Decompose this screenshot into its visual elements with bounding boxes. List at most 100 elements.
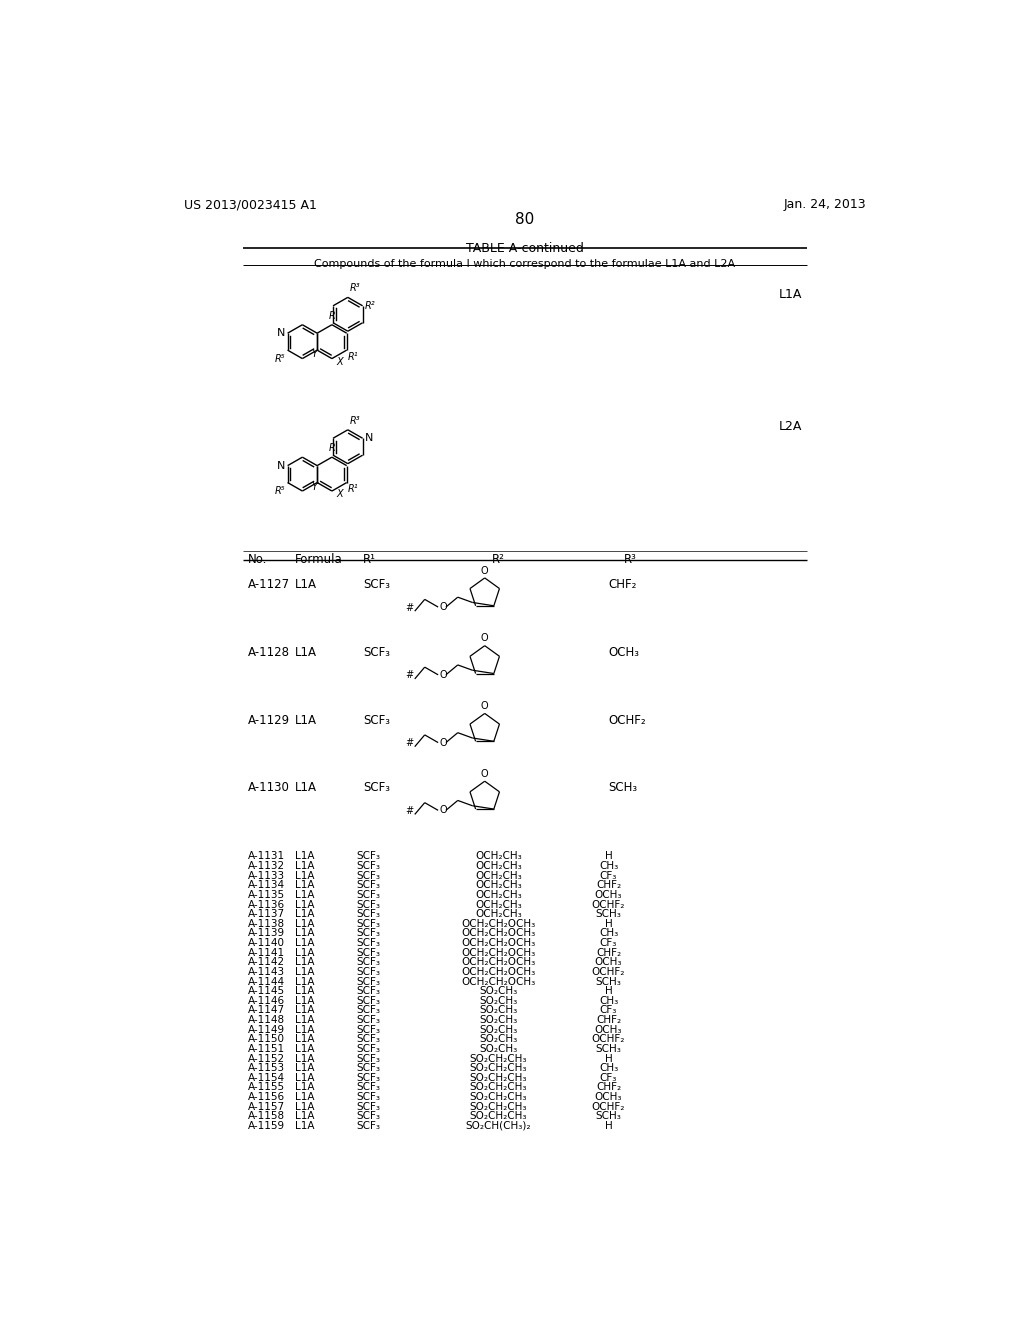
Text: OCH₂CH₃: OCH₂CH₃ [475,871,522,880]
Text: Y: Y [311,482,317,492]
Text: A-1144: A-1144 [248,977,286,986]
Text: L1A: L1A [295,1073,314,1082]
Text: L2A: L2A [779,420,803,433]
Text: L1A: L1A [295,995,314,1006]
Text: L1A: L1A [295,1082,314,1093]
Text: L1A: L1A [295,645,316,659]
Text: OCHF₂: OCHF₂ [592,899,626,909]
Text: CHF₂: CHF₂ [596,880,622,890]
Text: A-1139: A-1139 [248,928,286,939]
Text: R²: R² [365,301,376,310]
Text: SO₂CH₂CH₃: SO₂CH₂CH₃ [470,1053,527,1064]
Text: SCF₃: SCF₃ [356,986,381,997]
Text: OCH₂CH₃: OCH₂CH₃ [475,851,522,862]
Text: OCH₃: OCH₃ [595,890,623,900]
Text: L1A: L1A [295,1111,314,1121]
Text: SCF₃: SCF₃ [356,1121,381,1131]
Text: SCF₃: SCF₃ [356,957,381,968]
Text: CH₃: CH₃ [599,928,618,939]
Text: OCH₃: OCH₃ [595,957,623,968]
Text: OCH₂CH₂OCH₃: OCH₂CH₂OCH₃ [462,966,536,977]
Text: SCF₃: SCF₃ [356,880,381,890]
Text: L1A: L1A [779,288,803,301]
Text: A-1140: A-1140 [248,939,285,948]
Text: Jan. 24, 2013: Jan. 24, 2013 [783,198,866,211]
Text: CF₃: CF₃ [600,1006,617,1015]
Text: N: N [276,329,286,338]
Text: SCF₃: SCF₃ [356,890,381,900]
Text: CHF₂: CHF₂ [596,948,622,957]
Text: SCH₃: SCH₃ [608,781,638,795]
Text: L1A: L1A [295,1092,314,1102]
Text: R³: R³ [349,416,360,426]
Text: L1A: L1A [295,781,316,795]
Text: CH₃: CH₃ [599,995,618,1006]
Text: A-1136: A-1136 [248,899,286,909]
Text: SCF₃: SCF₃ [362,578,390,591]
Text: SCF₃: SCF₃ [356,948,381,957]
Text: R³: R³ [349,284,360,293]
Text: A-1133: A-1133 [248,871,286,880]
Text: SCF₃: SCF₃ [356,1111,381,1121]
Text: O: O [439,805,447,816]
Text: SO₂CH₂CH₃: SO₂CH₂CH₃ [470,1092,527,1102]
Text: OCHF₂: OCHF₂ [592,1035,626,1044]
Text: L1A: L1A [295,851,314,862]
Text: A-1149: A-1149 [248,1024,286,1035]
Text: A-1130: A-1130 [248,781,290,795]
Text: R⁵: R⁵ [274,354,286,364]
Text: SCF₃: SCF₃ [356,1044,381,1053]
Text: SO₂CH₃: SO₂CH₃ [479,995,517,1006]
Text: L1A: L1A [295,977,314,986]
Text: SCF₃: SCF₃ [362,781,390,795]
Text: O: O [439,602,447,612]
Text: A-1152: A-1152 [248,1053,286,1064]
Text: CF₃: CF₃ [600,871,617,880]
Text: L1A: L1A [295,1044,314,1053]
Text: #: # [406,671,414,681]
Text: A-1147: A-1147 [248,1006,286,1015]
Text: L1A: L1A [295,899,314,909]
Text: #: # [406,807,414,816]
Text: X: X [336,356,343,367]
Text: L1A: L1A [295,1035,314,1044]
Text: O: O [481,565,488,576]
Text: L1A: L1A [295,1102,314,1111]
Text: A-1141: A-1141 [248,948,286,957]
Text: L1A: L1A [295,928,314,939]
Text: Y: Y [311,350,317,359]
Text: N: N [276,461,286,471]
Text: #: # [406,738,414,748]
Text: CHF₂: CHF₂ [596,1015,622,1026]
Text: SCF₃: SCF₃ [356,909,381,919]
Text: SCF₃: SCF₃ [356,851,381,862]
Text: L1A: L1A [295,1053,314,1064]
Text: OCH₂CH₂OCH₃: OCH₂CH₂OCH₃ [462,977,536,986]
Text: OCH₂CH₃: OCH₂CH₃ [475,861,522,871]
Text: SCH₃: SCH₃ [596,909,622,919]
Text: SCH₃: SCH₃ [596,1044,622,1053]
Text: SO₂CH₃: SO₂CH₃ [479,986,517,997]
Text: SCF₃: SCF₃ [356,1073,381,1082]
Text: L1A: L1A [295,909,314,919]
Text: N: N [365,433,374,444]
Text: R⁵: R⁵ [274,487,286,496]
Text: #: # [406,603,414,612]
Text: R¹: R¹ [362,553,376,566]
Text: SO₂CH₂CH₃: SO₂CH₂CH₃ [470,1111,527,1121]
Text: SCF₃: SCF₃ [356,1102,381,1111]
Text: A-1156: A-1156 [248,1092,286,1102]
Text: OCHF₂: OCHF₂ [608,714,646,726]
Text: A-1154: A-1154 [248,1073,286,1082]
Text: OCH₂CH₂OCH₃: OCH₂CH₂OCH₃ [462,939,536,948]
Text: SCH₃: SCH₃ [596,1111,622,1121]
Text: O: O [481,701,488,711]
Text: SCF₃: SCF₃ [356,1082,381,1093]
Text: SCF₃: SCF₃ [356,1063,381,1073]
Text: A-1142: A-1142 [248,957,286,968]
Text: A-1134: A-1134 [248,880,286,890]
Text: OCH₂CH₂OCH₃: OCH₂CH₂OCH₃ [462,948,536,957]
Text: L1A: L1A [295,890,314,900]
Text: H: H [604,851,612,862]
Text: SO₂CH₃: SO₂CH₃ [479,1006,517,1015]
